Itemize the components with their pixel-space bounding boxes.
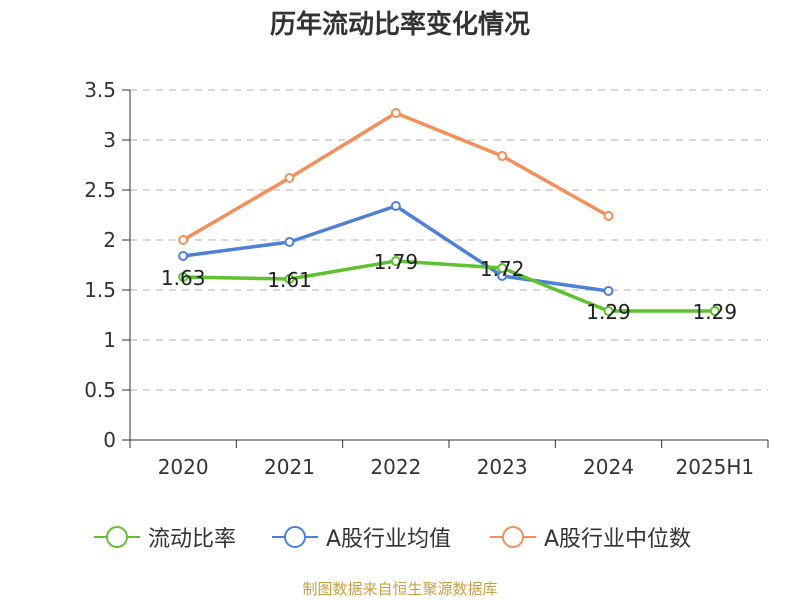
x-tick-label: 2025H1 [675, 455, 754, 479]
data-point [284, 237, 295, 247]
y-tick-label: 3.5 [84, 78, 116, 102]
line-chart: 00.511.522.533.5 2020 2021 2022 2023 2024 202… [84, 78, 769, 479]
series-lines [182, 111, 715, 313]
data-point [178, 235, 189, 245]
y-tick-label: 0.5 [84, 378, 116, 402]
legend-marker-icon [490, 526, 536, 548]
x-tick-label: 2022 [370, 455, 421, 479]
chart-title: 历年流动比率变化情况 [269, 10, 530, 40]
legend: 流动比率 A股行业均值 A股行业中位数 [0, 520, 800, 554]
data-point [178, 272, 189, 282]
data-point [284, 274, 295, 284]
series-line [182, 111, 610, 242]
data-point [603, 211, 614, 221]
x-tick-label: 2021 [264, 455, 315, 479]
legend-label: A股行业均值 [326, 527, 452, 552]
legend-label: 流动比率 [148, 527, 237, 552]
data-point [284, 173, 295, 183]
series-line [183, 259, 715, 313]
y-tick-label: 3 [103, 128, 116, 152]
x-tick-label: 2020 [158, 455, 209, 479]
legend-label: A股行业中位数 [544, 527, 692, 552]
data-source-note: 制图数据来自恒生聚源数据库 [302, 580, 498, 598]
data-label: 1.29 [586, 300, 631, 324]
data-point [709, 306, 720, 316]
x-tick-label: 2024 [583, 455, 634, 479]
series-points [178, 108, 720, 316]
data-label: 1.63 [161, 266, 206, 290]
y-tick-label: 1.5 [84, 278, 116, 302]
legend-item-industry-mean[interactable]: A股行业均值 [272, 520, 451, 554]
y-tick-label: 0 [103, 428, 116, 452]
data-point [390, 256, 401, 266]
x-tick-label: 2023 [477, 455, 528, 479]
data-point [390, 108, 401, 118]
data-point [603, 306, 614, 316]
data-label: 1.79 [374, 250, 419, 274]
x-axis-ticks: 2020 2021 2022 2023 2024 2025H1 [129, 440, 769, 479]
data-point [497, 151, 508, 161]
data-label: 1.29 [693, 300, 738, 324]
y-tick-label: 2.5 [84, 178, 116, 202]
legend-item-current-ratio[interactable]: 流动比率 [94, 520, 236, 554]
legend-marker-icon [272, 526, 318, 548]
legend-item-industry-median[interactable]: A股行业中位数 [490, 520, 691, 554]
data-label: 1.72 [480, 257, 525, 281]
data-labels: 1.63 1.61 1.79 1.72 1.29 1.29 [161, 250, 737, 324]
data-point [178, 251, 189, 261]
y-axis-ticks: 0 0.5 1 1.5 2 2.5 3 3.5 [84, 78, 130, 452]
data-point [603, 286, 614, 296]
legend-marker-icon [94, 526, 140, 548]
data-point [390, 201, 401, 211]
y-tick-label: 2 [103, 228, 116, 252]
data-label: 1.61 [267, 268, 312, 292]
y-tick-label: 1 [103, 328, 116, 352]
data-point [497, 263, 508, 273]
